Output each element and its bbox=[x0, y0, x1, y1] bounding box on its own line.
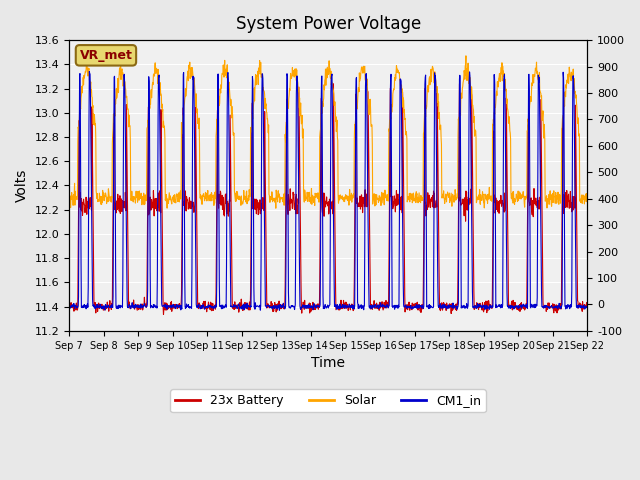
CM1_in bbox=[239, 305, 246, 311]
Solar bbox=[409, 198, 417, 204]
23x Battery bbox=[181, 197, 189, 203]
Solar bbox=[462, 53, 470, 59]
23x Battery bbox=[330, 81, 337, 86]
CM1_in bbox=[477, 302, 484, 308]
Line: CM1_in: CM1_in bbox=[69, 72, 588, 310]
Solar bbox=[180, 101, 188, 107]
Title: System Power Voltage: System Power Voltage bbox=[236, 15, 421, 33]
CM1_in bbox=[181, 273, 189, 278]
Solar bbox=[65, 203, 73, 209]
CM1_in bbox=[276, 307, 284, 313]
23x Battery bbox=[477, 303, 484, 309]
Solar bbox=[523, 195, 531, 201]
23x Battery bbox=[159, 312, 167, 317]
CM1_in bbox=[409, 305, 417, 311]
Text: VR_met: VR_met bbox=[79, 49, 132, 62]
CM1_in bbox=[523, 305, 531, 311]
Line: 23x Battery: 23x Battery bbox=[69, 84, 588, 314]
Solar bbox=[272, 205, 280, 211]
23x Battery bbox=[523, 301, 531, 307]
CM1_in bbox=[584, 304, 591, 310]
Solar bbox=[168, 201, 175, 207]
Legend: 23x Battery, Solar, CM1_in: 23x Battery, Solar, CM1_in bbox=[170, 389, 486, 412]
Y-axis label: Volts: Volts bbox=[15, 169, 29, 202]
CM1_in bbox=[86, 69, 93, 74]
23x Battery bbox=[65, 302, 73, 308]
23x Battery bbox=[168, 304, 176, 310]
Solar bbox=[584, 196, 591, 202]
CM1_in bbox=[65, 303, 73, 309]
X-axis label: Time: Time bbox=[311, 356, 345, 370]
23x Battery bbox=[239, 308, 246, 313]
23x Battery bbox=[584, 302, 591, 308]
CM1_in bbox=[168, 304, 176, 310]
Solar bbox=[239, 201, 246, 206]
Solar bbox=[477, 192, 484, 198]
23x Battery bbox=[409, 301, 417, 307]
Line: Solar: Solar bbox=[69, 56, 588, 208]
